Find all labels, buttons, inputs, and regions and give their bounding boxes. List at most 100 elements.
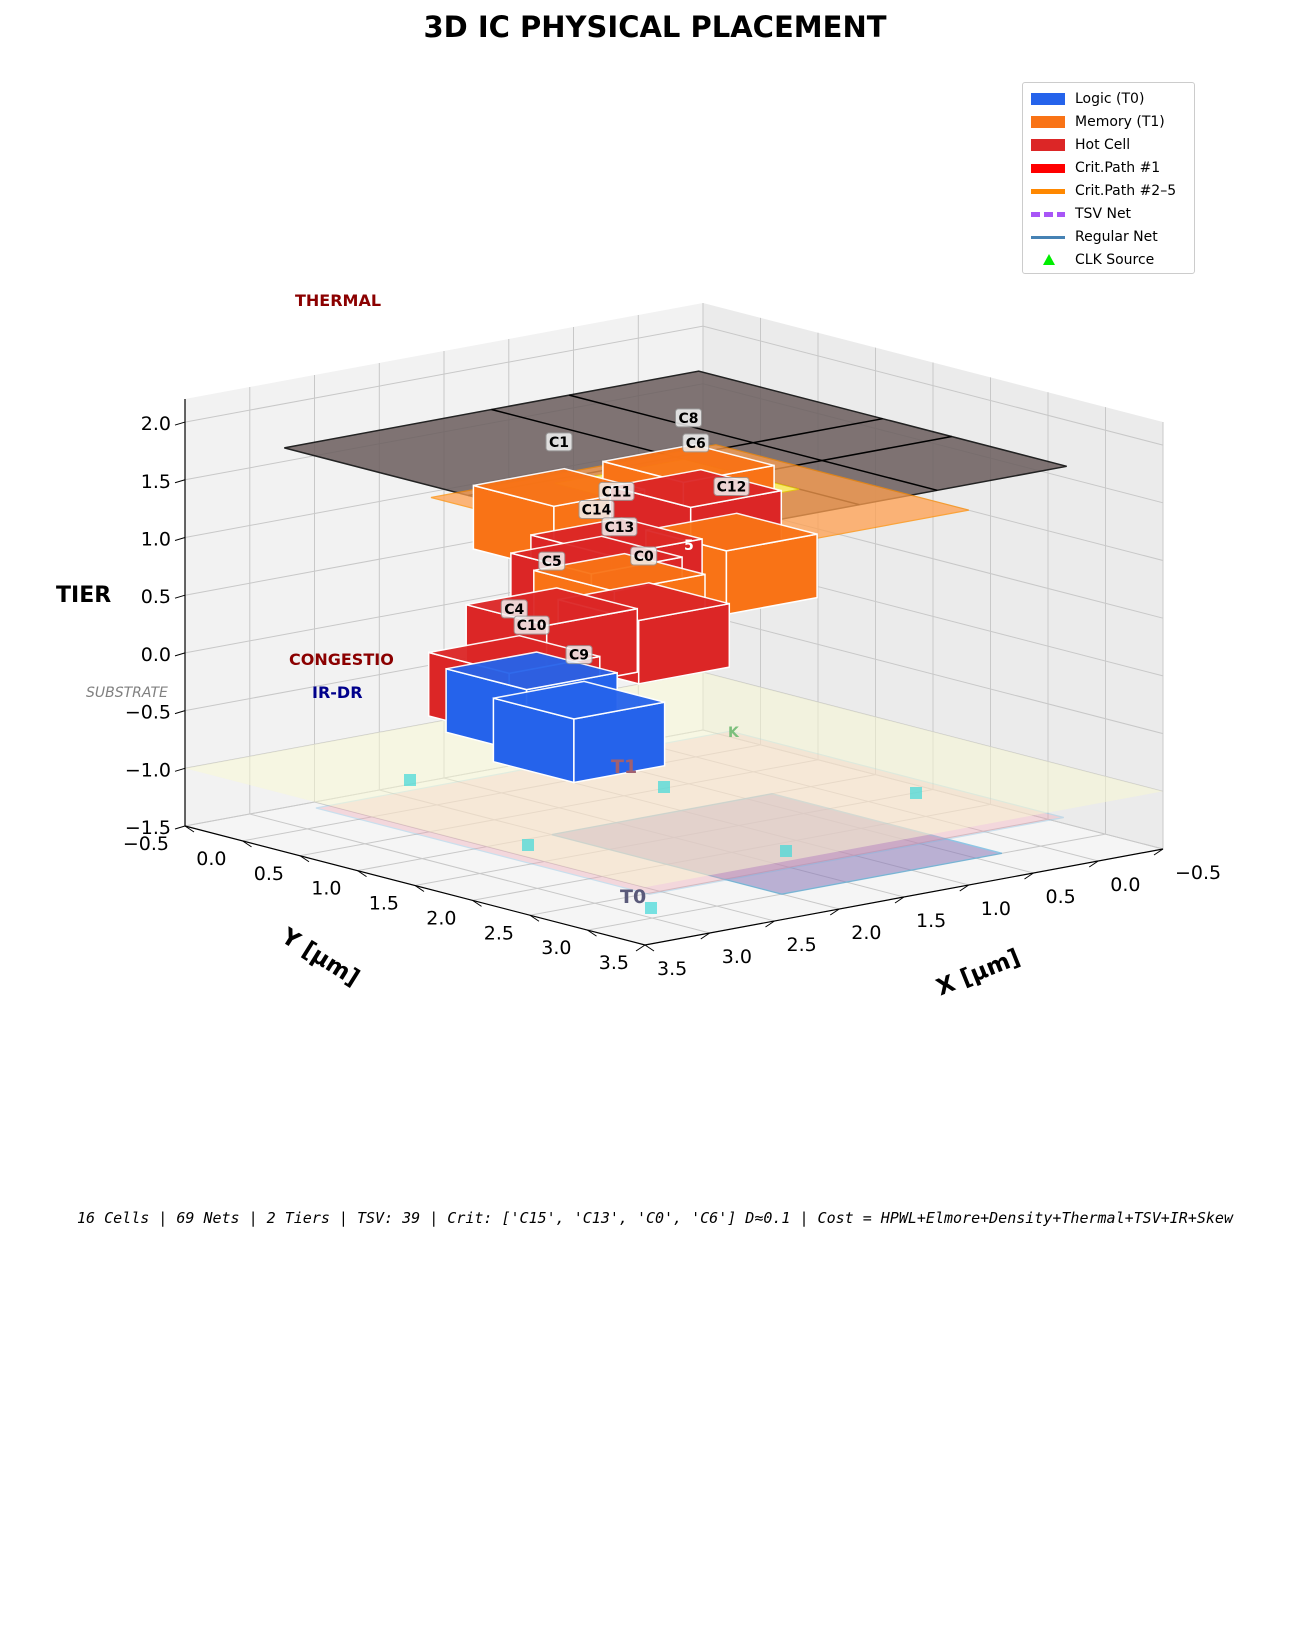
cell-label: C14 xyxy=(578,499,615,519)
cell-label-text: C1 xyxy=(549,435,569,451)
cell-label: C5 xyxy=(538,551,566,571)
y-tick-label: 1.0 xyxy=(311,878,341,900)
tick-mark xyxy=(184,825,195,833)
annotation-label: 5 xyxy=(684,538,694,554)
tick-mark xyxy=(472,899,482,907)
cell-label-text: C8 xyxy=(678,411,698,427)
annotation-label: THERMAL xyxy=(295,291,381,310)
x-tick-label: 1.0 xyxy=(981,898,1011,920)
tick-mark xyxy=(829,908,840,916)
z-tick-label: −1.5 xyxy=(125,817,171,839)
cell-label-text: C12 xyxy=(717,480,747,496)
cell-label: C0 xyxy=(630,546,658,566)
tick-mark xyxy=(635,944,646,952)
tick-mark xyxy=(299,855,310,863)
cell-label-text: C0 xyxy=(634,549,654,565)
cell-label-text: C14 xyxy=(582,502,612,518)
legend-swatch xyxy=(1031,185,1065,197)
legend-item: Logic (T0) xyxy=(1031,89,1144,109)
tick-mark xyxy=(174,825,186,830)
cell-c9: C9 xyxy=(492,645,666,784)
legend-swatch xyxy=(1031,93,1065,105)
tick-mark xyxy=(1153,848,1164,856)
cell-label: C13 xyxy=(601,517,638,537)
tick-mark xyxy=(1088,860,1099,868)
legend-label: Crit.Path #1 xyxy=(1075,160,1161,176)
tick-mark xyxy=(765,920,775,928)
tsv-marker xyxy=(645,902,657,914)
x-tick-label: 2.0 xyxy=(851,922,881,944)
tick-mark xyxy=(174,710,186,715)
cell-face xyxy=(645,512,818,552)
cell-face xyxy=(445,651,618,691)
legend-swatch xyxy=(1031,139,1065,151)
tick-mark xyxy=(959,884,970,892)
cell-label: C1 xyxy=(545,432,573,452)
grid-line xyxy=(314,801,775,922)
legend-swatch xyxy=(1031,231,1065,243)
x-tick-label: 1.5 xyxy=(916,910,946,932)
tick-mark xyxy=(587,929,597,937)
z-tick-label: −0.5 xyxy=(125,702,171,724)
legend-swatch xyxy=(1031,254,1065,266)
legend-item: TSV Net xyxy=(1031,204,1131,224)
tsv-marker xyxy=(780,845,792,857)
x-axis-label: X [μm] xyxy=(933,944,1024,1001)
y-tick-label: 0.0 xyxy=(196,848,226,870)
tier-label: T1 xyxy=(611,756,637,778)
tsv-marker xyxy=(522,839,534,851)
legend-item: Regular Net xyxy=(1031,227,1158,247)
x-tick-label: 0.0 xyxy=(1110,874,1140,896)
tick-mark xyxy=(174,421,186,426)
legend-label: Memory (T1) xyxy=(1075,114,1165,130)
z-axis-label: TIER xyxy=(56,583,111,608)
legend-item: Crit.Path #2–5 xyxy=(1031,181,1176,201)
annotation-label: CONGESTIO xyxy=(289,650,394,669)
tier-label: T0 xyxy=(620,886,646,908)
tick-mark xyxy=(1024,872,1034,880)
y-tick-label: 3.0 xyxy=(541,937,571,959)
tsv-marker xyxy=(658,781,670,793)
cell-label: C6 xyxy=(682,433,710,453)
annotation-label: K xyxy=(728,725,740,741)
tick-mark xyxy=(174,479,186,484)
y-tick-label: −0.5 xyxy=(123,833,169,855)
z-tick-label: 1.5 xyxy=(141,471,171,493)
cell-label-text: C4 xyxy=(504,602,524,618)
substrate-plane xyxy=(185,672,1163,888)
tick-mark xyxy=(894,896,905,904)
tick-mark xyxy=(357,870,367,878)
cell-label: C8 xyxy=(675,408,702,428)
z-tick-label: 1.0 xyxy=(141,528,171,550)
tick-mark xyxy=(174,537,186,541)
cell-label: C12 xyxy=(713,477,750,497)
cell-face xyxy=(558,582,730,622)
x-tick-label: 2.5 xyxy=(787,934,817,956)
cell-label-text: C11 xyxy=(602,484,632,500)
chart-title: 3D IC PHYSICAL PLACEMENT xyxy=(423,10,887,44)
grid-line xyxy=(184,325,1164,446)
cell-label: C10 xyxy=(513,615,550,635)
tick-mark xyxy=(174,767,186,772)
legend-label: Regular Net xyxy=(1075,229,1158,245)
annotation-label: SUBSTRATE xyxy=(86,685,168,701)
annotation-label: IR-DR xyxy=(312,683,363,702)
tick-mark xyxy=(414,885,425,892)
z-tick-label: 0.5 xyxy=(141,586,171,608)
tick-labels: −1.5 −1.0 −0.5 0.0 0.5 1.0 1.5 2.0 −0.5 0.0 0.5 1.0… xyxy=(123,399,1221,980)
x-tick-label: 3.0 xyxy=(722,946,752,968)
tick-mark xyxy=(700,932,711,940)
cell-label-text: C10 xyxy=(517,618,547,634)
z-tick-label: 0.0 xyxy=(141,644,171,666)
y-tick-label: 3.5 xyxy=(599,952,629,974)
y-tick-label: 2.5 xyxy=(484,922,514,944)
cell-face xyxy=(493,680,665,720)
cell-label-text: C5 xyxy=(542,554,562,570)
y-tick-label: 2.0 xyxy=(426,907,456,929)
legend: Logic (T0) Memory (T1) Hot Cell Crit.Path #… xyxy=(1022,82,1195,274)
footer-stats: 16 Cells | 69 Nets | 2 Tiers | TSV: 39 |… xyxy=(77,1209,1233,1227)
tick-mark xyxy=(529,914,540,922)
z-tick-label: −1.0 xyxy=(125,759,171,781)
